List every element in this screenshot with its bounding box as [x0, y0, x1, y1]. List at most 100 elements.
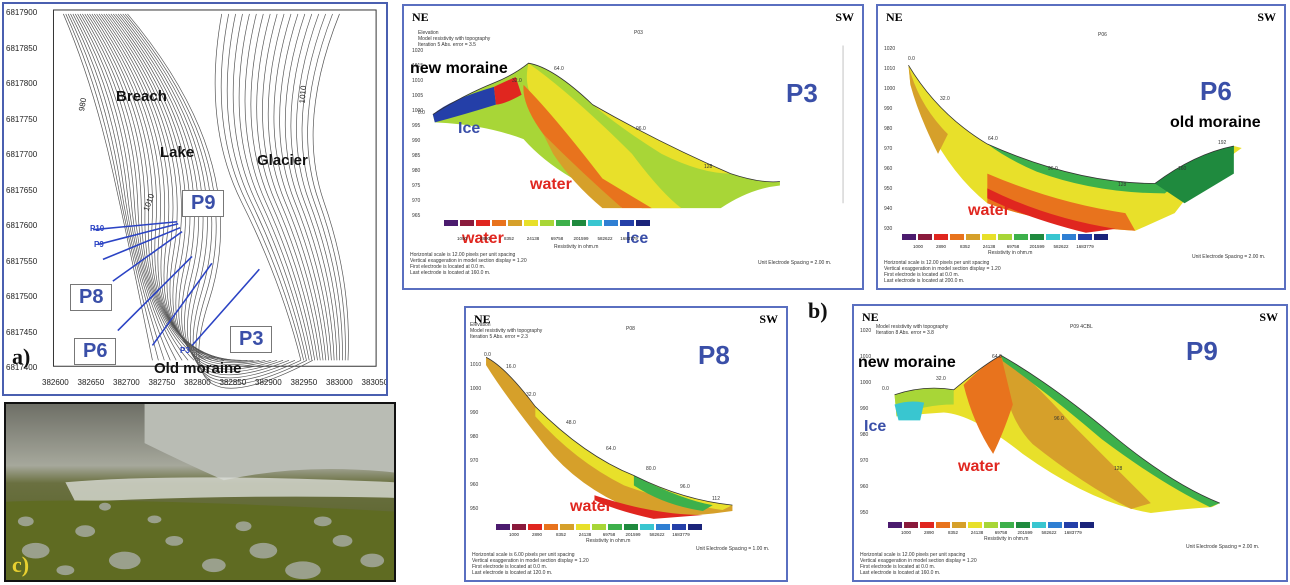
legend-swatch	[1078, 234, 1092, 240]
contour-line	[74, 13, 183, 361]
contour-line	[124, 13, 307, 385]
elevation-tick: 990	[884, 106, 893, 112]
p6-section-plot	[908, 64, 1242, 233]
elevation-tick: 965	[412, 213, 421, 219]
legend-swatch	[576, 524, 590, 530]
p8-spacing: Unit Electrode Spacing = 1.00 m.	[696, 546, 770, 552]
map-x-tick: 382650	[77, 378, 105, 387]
contour-line	[120, 13, 296, 379]
distance-tick: 96.0	[1048, 166, 1058, 172]
elevation-tick: 950	[470, 506, 479, 512]
contour-line	[67, 13, 165, 361]
p9-legend	[888, 522, 1094, 528]
legend-value: 24138	[982, 244, 996, 249]
elevation-tick: 960	[884, 166, 893, 172]
profile-label-p6: P6	[74, 338, 117, 365]
legend-value: 1000	[456, 236, 467, 241]
distance-tick: 64.0	[606, 446, 616, 452]
legend-value: 201599	[625, 532, 641, 537]
p6-legend	[902, 234, 1108, 240]
legend-value: 1683779	[620, 236, 638, 241]
map-x-tick: 382900	[255, 378, 282, 387]
p8-sw-label: SW	[759, 312, 778, 326]
elevation-tick: 970	[412, 198, 421, 204]
p6-water-label: water	[968, 202, 1010, 219]
map-x-tick: 382950	[290, 378, 318, 387]
contour-line	[262, 13, 324, 361]
distance-tick: 112	[712, 496, 720, 502]
p6-old-moraine: old moraine	[1170, 114, 1261, 131]
elevation-tick: 1010	[860, 354, 872, 360]
contour-line	[256, 13, 321, 361]
legend-value: 2890	[531, 532, 542, 537]
map-label-glacier: Glacier	[257, 152, 308, 169]
legend-swatch	[476, 220, 490, 226]
legend-swatch	[936, 522, 950, 528]
contour-line	[273, 13, 329, 361]
distance-tick: 96.0	[636, 126, 646, 132]
legend-swatch	[950, 234, 964, 240]
distance-tick: 16.0	[506, 364, 516, 370]
map-y-tick: 6817500	[6, 292, 38, 301]
legend-value: 24138	[970, 530, 984, 535]
legend-swatch	[902, 234, 916, 240]
legend-value: 1683779	[1076, 244, 1094, 249]
p9-water-label: water	[958, 458, 1000, 475]
p3-title: P3	[786, 78, 818, 108]
p3-water-legend: water	[462, 230, 504, 247]
rock	[235, 521, 252, 532]
map-y-tick: 6817700	[6, 150, 38, 159]
section-p6: NE SW P06 P6 old moraine water 1000 2890 8…	[876, 4, 1286, 290]
contour-line	[301, 13, 343, 361]
small-label-p10: P10	[90, 224, 105, 233]
contour-line	[127, 13, 313, 389]
legend-value: 8352	[947, 530, 958, 535]
p8-water-label: water	[570, 498, 612, 515]
elevation-tick: 970	[470, 458, 479, 464]
elevation-tick: 995	[412, 123, 421, 129]
elevation-tick: 1000	[470, 386, 482, 392]
distance-tick: 32.0	[512, 78, 522, 84]
contour-line	[82, 13, 201, 361]
p9-header: Model resistivity with topography Iterat…	[876, 324, 949, 336]
profile-label-p8: P8	[70, 284, 113, 311]
elevation-tick: 1020	[412, 48, 424, 54]
elevation-tick: 1005	[412, 93, 424, 99]
distance-tick: 0.0	[882, 386, 889, 392]
p6-ne-label: NE	[886, 10, 903, 24]
p8-subtitle: P08	[626, 326, 635, 332]
rock	[360, 553, 385, 568]
elevation-tick: 1010	[470, 362, 482, 368]
legend-value: 2890	[935, 244, 946, 249]
elevation-tick: 990	[412, 138, 421, 144]
map-label-breach: Breach	[116, 88, 167, 105]
elevation-tick: 1020	[884, 46, 896, 52]
legend-swatch	[640, 524, 654, 530]
p3-legend	[444, 220, 650, 226]
legend-value: 69758	[994, 530, 1008, 535]
legend-value: 2890	[479, 236, 490, 241]
legend-swatch	[982, 234, 996, 240]
p9-subtitle: P09 4CBL	[1070, 324, 1093, 330]
distance-tick: 0.0	[418, 110, 425, 116]
p6-spacing: Unit Electrode Spacing = 2.00 m.	[1192, 254, 1266, 260]
legend-value: 8352	[959, 244, 970, 249]
distance-tick: 128	[1118, 182, 1127, 188]
legend-swatch	[1000, 522, 1014, 528]
p3-sw-label: SW	[835, 10, 854, 24]
contour-line	[312, 13, 349, 361]
p8-resistivity-label: Resistivity in ohm.m	[586, 538, 631, 544]
map-y-tick: 6817800	[6, 79, 38, 88]
map-y-tick: 6817750	[6, 114, 38, 124]
contour-line	[296, 13, 341, 361]
map-panel: Breach Lake Glacier Old moraine 1010 980…	[2, 2, 388, 396]
legend-swatch	[512, 524, 526, 530]
elevation-tick: 990	[860, 406, 869, 412]
p9-title: P9	[1186, 336, 1218, 366]
contour-line	[117, 13, 290, 376]
legend-value: 1000	[900, 530, 911, 535]
legend-swatch	[888, 522, 902, 528]
p9-sw-label: SW	[1259, 310, 1278, 324]
legend-value: 69758	[602, 532, 616, 537]
legend-swatch	[492, 220, 506, 226]
